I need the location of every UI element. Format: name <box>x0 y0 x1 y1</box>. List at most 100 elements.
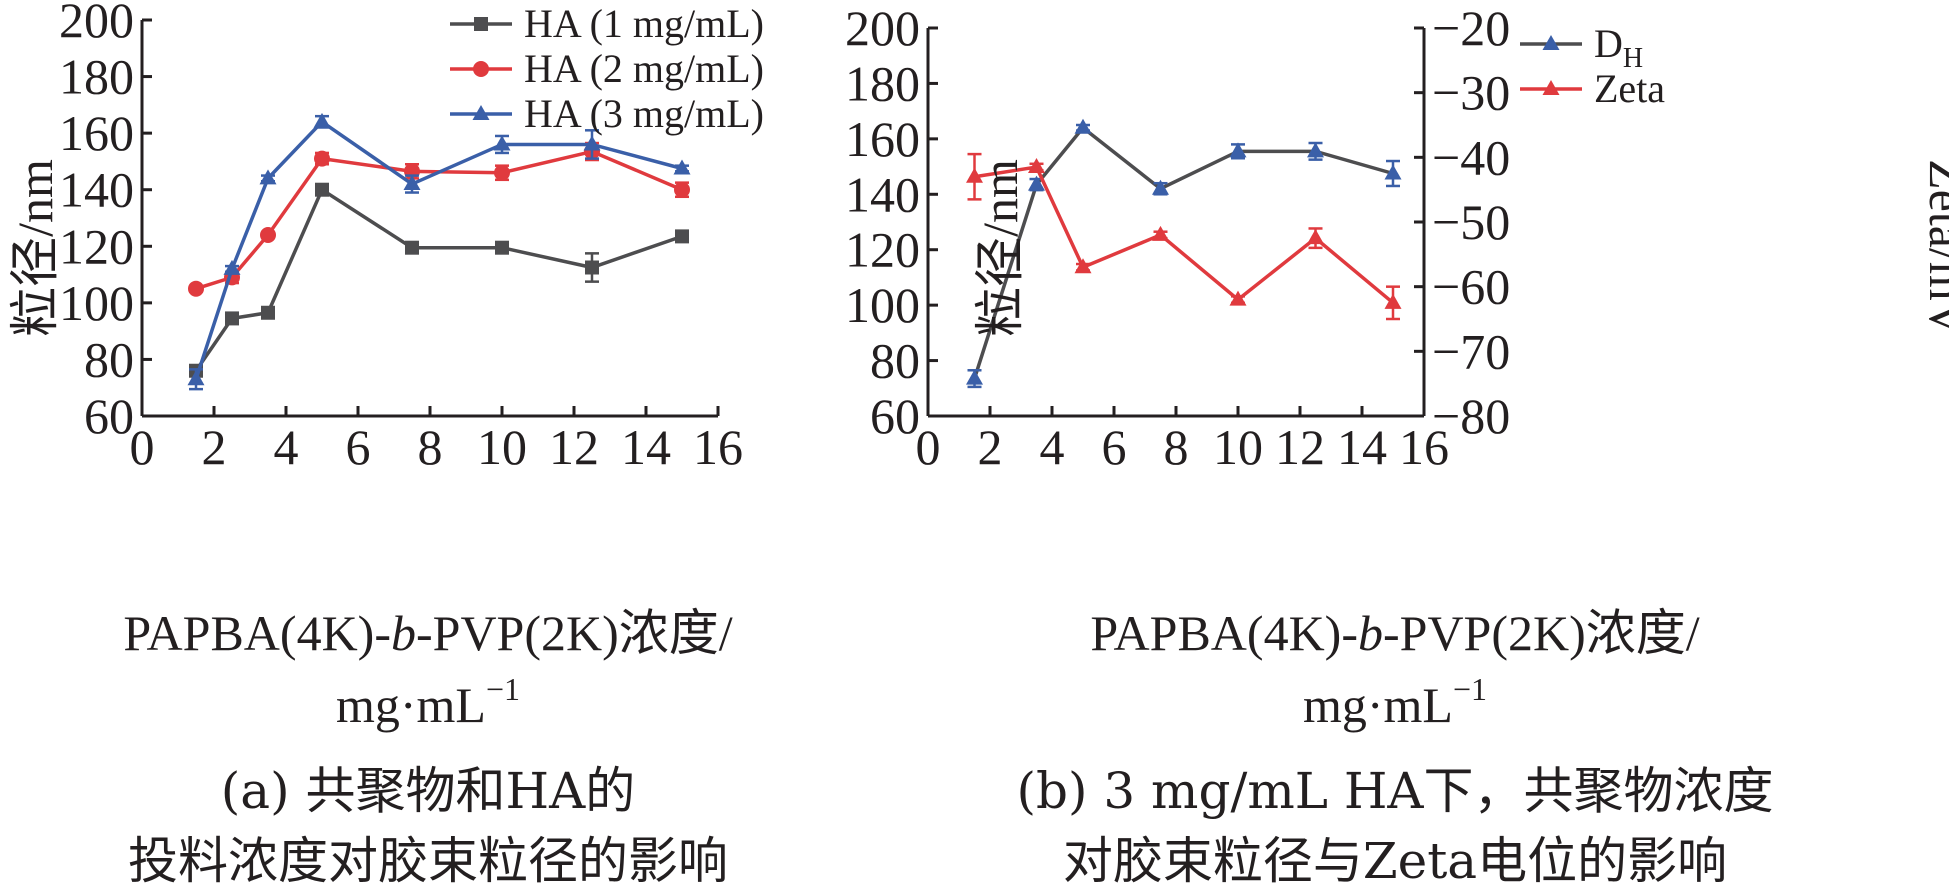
panel-a-legend-label: HA (2 mg/mL) <box>524 46 764 91</box>
panel-b-legend-item: DH <box>1520 21 1643 74</box>
panel-a-x-tick-label: 2 <box>202 419 227 475</box>
panel-b-y-tick-label: 120 <box>845 222 920 278</box>
panel-a-series-ha-3-mg-ml-point <box>313 112 331 128</box>
panel-a-legend-item: HA (3 mg/mL) <box>450 91 764 136</box>
panel-a-y-tick-label: 100 <box>59 275 134 331</box>
panel-b-x-tick-label: 2 <box>978 419 1003 475</box>
panel-a-series-ha-2-mg-ml-point <box>260 226 276 243</box>
panel-a-series-ha-1-mg-ml <box>189 182 689 378</box>
panel-b-y-tick-label: 200 <box>845 0 920 56</box>
panel-b-x-tick-label: 0 <box>916 419 941 475</box>
panel-b-series-zeta-point <box>1229 290 1247 306</box>
panel-b-y-tick-label: 100 <box>845 277 920 333</box>
panel-a-x-tick-label: 10 <box>477 419 527 475</box>
panel-a-x-axis-title-line2: mg·mL−1 <box>336 671 520 733</box>
panel-b-x-tick-label: 12 <box>1275 419 1325 475</box>
panel-a-series-ha-2-mg-ml-point <box>494 164 510 181</box>
panel-a-series-ha-3-mg-ml <box>187 112 691 391</box>
panel-b-y-tick-label: 180 <box>845 55 920 111</box>
panel-b-series-zeta-point <box>1074 258 1092 274</box>
panel-b-y2-tick-label: −80 <box>1432 388 1510 444</box>
panel-b-y-tick-label: 80 <box>870 333 920 389</box>
panel-a-series-ha-3-mg-ml-point <box>403 175 421 191</box>
panel-b-x-axis-title-line2: mg·mL−1 <box>1303 671 1487 733</box>
panel-b-x-tick-label: 10 <box>1213 419 1263 475</box>
panel-a-x-tick-label: 6 <box>346 419 371 475</box>
panel-a-legend-label: HA (1 mg/mL) <box>524 1 764 46</box>
panel-a-series-ha-1-mg-ml-point <box>495 240 509 255</box>
panel-b-series-d <box>966 118 1402 389</box>
panel-a-x-tick-label: 4 <box>274 419 299 475</box>
panel-a-series-ha-3-mg-ml-point <box>187 370 205 386</box>
panel-a-series-ha-2-mg-ml-line <box>195 149 683 291</box>
panel-b-x-tick-label: 8 <box>1164 419 1189 475</box>
panel-a-series-ha-2-mg-ml-point <box>674 181 690 198</box>
panel-b-legend-label: DH <box>1594 21 1643 74</box>
panel-a-x-tick-label: 0 <box>130 419 155 475</box>
panel-b-series-d-point <box>1152 179 1169 195</box>
panel-a-legend-marker <box>473 61 489 77</box>
panel-a-legend-item: HA (1 mg/mL) <box>450 1 764 46</box>
panel-b-series-d-point <box>1307 142 1324 158</box>
panel-b-legend-label: Zeta <box>1594 66 1665 111</box>
panel-a-series-ha-2-mg-ml-point <box>314 150 330 167</box>
panel-b-y2-tick-label: −60 <box>1432 259 1510 315</box>
panel-b-series-d-point <box>1384 164 1402 180</box>
panel-a-series-ha-1-mg-ml-point <box>225 311 239 326</box>
panel-a-series-ha-1-mg-ml-line <box>194 187 683 372</box>
panel-a-series-ha-3-mg-ml-point <box>673 159 691 175</box>
panel-b-y2-tick-label: −50 <box>1432 194 1510 250</box>
panel-a-series-ha-1-mg-ml-point <box>585 260 599 275</box>
panel-b-caption-line2: 对胶束粒径与Zeta电位的影响 <box>1063 832 1727 890</box>
panel-b-series-zeta-point <box>1152 225 1169 241</box>
panel-b-series-zeta-point <box>966 167 983 183</box>
panel-a-series-ha-1-mg-ml-point <box>675 229 689 244</box>
panel-b-series-zeta <box>966 152 1402 321</box>
panel-b-y2-tick-label: −70 <box>1432 323 1510 379</box>
panel-b-y-tick-label: 140 <box>845 166 920 222</box>
panel-b-y2-tick-label: −40 <box>1432 129 1510 185</box>
panel-b-caption-line1: (b) 3 mg/mL HA下，共聚物浓度 <box>1016 762 1773 820</box>
panel-a-series-ha-1-mg-ml-point <box>315 182 329 197</box>
panel-a-y-tick-label: 160 <box>59 105 134 161</box>
panel-b-x-tick-label: 14 <box>1337 419 1387 475</box>
panel-b-series-zeta-point <box>1307 229 1324 245</box>
panel-b-series-d-point <box>1229 142 1247 158</box>
panel-a-y-tick-label: 140 <box>59 162 134 218</box>
panel-a-y-tick-label: 80 <box>84 331 134 387</box>
panel-a-y-tick-label: 200 <box>59 0 134 48</box>
panel-b-y-axis-title: 粒径/nm <box>972 159 1028 337</box>
panel-a-y-tick-label: 180 <box>59 49 134 105</box>
panel-a-series-ha-3-mg-ml-point <box>493 135 511 151</box>
panel-b-x-tick-label: 4 <box>1040 419 1065 475</box>
panel-a-series-ha-1-mg-ml-point <box>261 305 275 320</box>
panel-a-series-ha-2-mg-ml-point <box>188 280 204 297</box>
panel-a-x-tick-label: 12 <box>549 419 599 475</box>
panel-a-y-tick-label: 120 <box>59 218 134 274</box>
panel-b-series-d-point <box>1074 118 1092 134</box>
panel-a-x-axis-title-line1: PAPBA(4K)-b-PVP(2K)浓度/ <box>123 605 732 661</box>
panel-a-legend-label: HA (3 mg/mL) <box>524 91 764 136</box>
panel-a-x-tick-label: 8 <box>418 419 443 475</box>
panel-a-legend-item: HA (2 mg/mL) <box>450 46 764 91</box>
panel-a-series-ha-3-mg-ml-point <box>223 259 241 275</box>
panel-b-y-tick-label: 60 <box>870 388 920 444</box>
panel-a-series-ha-2-mg-ml <box>188 141 690 297</box>
panel-a-legend-marker <box>474 17 488 31</box>
panel-b-x-tick-label: 16 <box>1399 419 1449 475</box>
panel-b-x-axis-title-line1: PAPBA(4K)-b-PVP(2K)浓度/ <box>1090 605 1699 661</box>
panel-a-y-tick-label: 60 <box>84 388 134 444</box>
panel-b-y-tick-label: 160 <box>845 111 920 167</box>
panel-a-series-ha-3-mg-ml-line <box>194 119 683 380</box>
panel-a-caption-line1: (a) 共聚物和HA的 <box>221 762 635 820</box>
panel-b-legend-marker <box>1542 80 1560 95</box>
panel-a-series-ha-1-mg-ml-point <box>405 240 419 255</box>
panel-b-legend-item: Zeta <box>1520 66 1665 111</box>
panel-a-y-axis-title: 粒径/nm <box>7 159 63 337</box>
panel-b-y2-tick-label: −20 <box>1432 0 1510 56</box>
panel-b-y2-tick-label: −30 <box>1432 65 1510 121</box>
